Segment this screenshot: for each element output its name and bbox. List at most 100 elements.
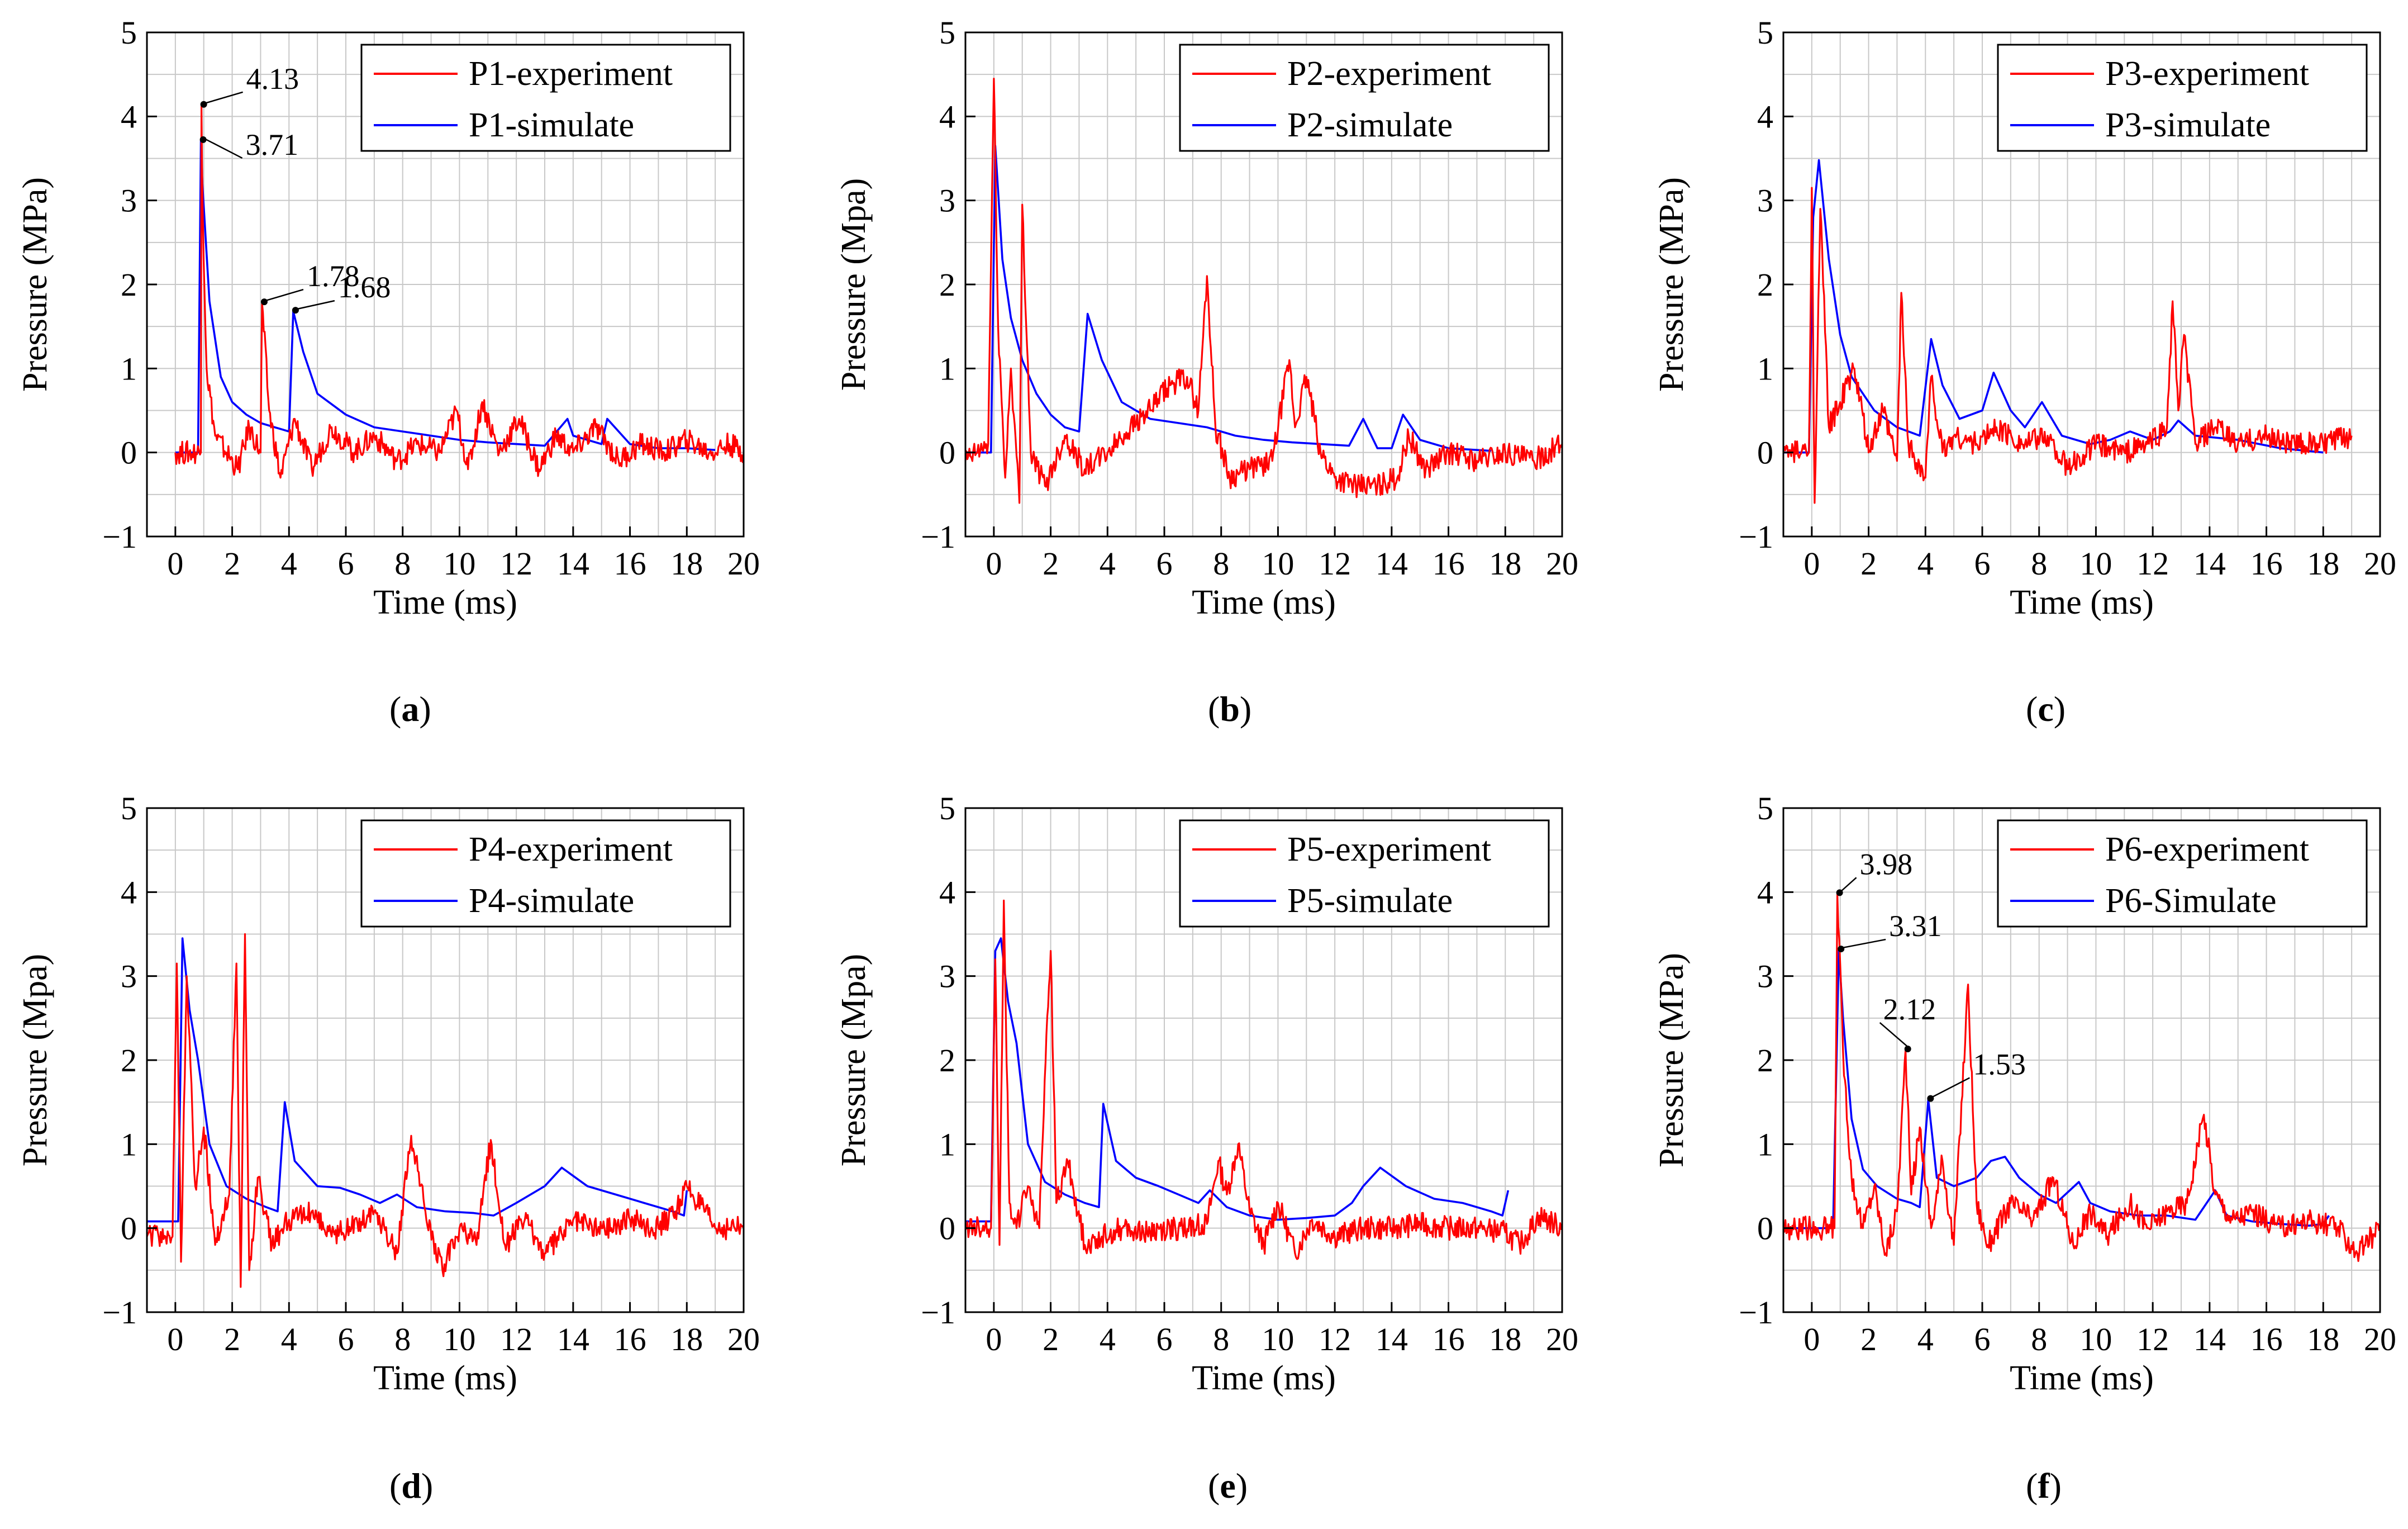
x-tick-label: 4 [1917,545,1934,582]
legend-box [360,44,731,152]
series-group [1783,159,2353,504]
x-tick-label: 18 [670,545,703,582]
x-tick-label: 4 [1917,1321,1934,1357]
x-tick-label: 20 [1546,545,1578,582]
x-tick-label: 6 [1974,1321,1991,1357]
y-tick-label: 5 [121,790,137,827]
legend: P4-experiment P4-simulate [360,819,731,928]
x-axis-title: Time (ms) [373,1359,517,1397]
x-tick-label: 18 [2307,545,2339,582]
x-tick-label: 6 [338,545,354,582]
y-tick-label: 4 [939,874,955,910]
y-tick-label: 5 [121,15,137,51]
annotation-label: 3.71 [246,128,298,162]
x-tick-label: 14 [1376,545,1408,582]
x-tick-label: 12 [500,545,532,582]
y-tick-label: 4 [1757,98,1773,135]
y-tick-label: 4 [1757,874,1773,910]
x-tick-label: 18 [1489,545,1521,582]
y-tick-label: 3 [939,183,955,219]
x-tick-label: 14 [557,545,589,582]
y-tick-label: 0 [1757,1210,1773,1247]
y-axis-title: Pressure (Mpa) [835,954,873,1167]
x-tick-label: 0 [986,1321,1002,1357]
annotation-label: 2.12 [1883,993,1936,1026]
series-line-P3-experiment [1783,187,2353,504]
y-tick-label: 4 [939,98,955,135]
x-tick-label: 18 [2307,1321,2339,1357]
x-tick-label: 20 [727,545,760,582]
y-tick-label: 1 [1757,1126,1773,1162]
y-tick-label: −1 [1739,519,1773,555]
series-line-P5-simulate [965,937,1510,1223]
series-group [147,933,744,1288]
y-tick-label: 0 [939,435,955,471]
panel-label: (b) [1208,689,1251,729]
x-tick-label: 8 [394,1321,411,1357]
x-tick-label: 14 [2193,545,2226,582]
y-axis-title: Pressure (MPa) [1653,177,1691,392]
y-tick-label: 5 [939,790,955,827]
y-axis-title: Pressure (Mpa) [835,178,873,391]
x-tick-label: 2 [224,1321,240,1357]
y-tick-label: 4 [121,874,137,910]
y-tick-label: 2 [121,1042,137,1079]
x-tick-label: 10 [2079,545,2112,582]
legend: P5-experiment P5-simulate [1179,819,1550,928]
y-tick-label: −1 [102,1294,137,1331]
legend-label: P3-simulate [2105,106,2271,144]
x-tick-label: 2 [1860,1321,1877,1357]
x-tick-label: 8 [2031,1321,2047,1357]
y-tick-label: 2 [1757,267,1773,303]
legend: P6-experiment P6-Simulate [1997,819,2368,928]
annotation-label: 1.53 [1973,1048,2026,1081]
legend-box [1997,819,2368,928]
x-tick-label: 20 [1546,1321,1578,1357]
panel-label: (c) [2026,689,2066,729]
y-tick-label: 2 [1757,1042,1773,1079]
y-tick-label: 3 [121,958,137,995]
annotation-arrow [296,300,335,310]
annotation-arrow [204,91,243,104]
y-tick-label: 1 [939,1126,955,1162]
y-tick-label: 5 [1757,15,1773,51]
annotation-arrow [1879,1022,1910,1048]
y-tick-label: −1 [921,1294,955,1331]
annotation-arrowhead [1838,946,1845,953]
x-tick-label: 2 [224,545,240,582]
series-line-P4-experiment [147,933,744,1288]
x-tick-label: 10 [443,1321,475,1357]
y-tick-label: 1 [121,350,137,387]
series-group [965,899,1562,1260]
panel-label: (f) [2026,1466,2062,1506]
legend-box [1179,819,1550,928]
x-tick-label: 4 [281,1321,297,1357]
y-tick-label: 1 [1757,350,1773,387]
legend: P3-experiment P3-simulate [1997,44,2368,152]
annotation-arrow [1931,1077,1970,1098]
x-tick-label: 2 [1043,1321,1059,1357]
legend-box [1179,44,1550,152]
x-tick-label: 6 [338,1321,354,1357]
x-tick-label: 12 [500,1321,532,1357]
x-tick-label: 16 [1433,545,1465,582]
y-tick-label: −1 [1739,1294,1773,1331]
x-tick-label: 6 [1157,1321,1173,1357]
legend-label: P2-experiment [1287,55,1491,93]
annotation-label: 1.78 [307,259,360,293]
legend-label: P6-Simulate [2105,882,2277,920]
legend-label: P4-experiment [469,830,673,868]
x-tick-label: 12 [1319,545,1351,582]
x-tick-label: 6 [1157,545,1173,582]
x-axis-title: Time (ms) [2010,1359,2154,1397]
x-tick-label: 12 [2136,1321,2169,1357]
x-tick-label: 2 [1043,545,1059,582]
x-tick-label: 10 [2079,1321,2112,1357]
y-tick-label: 3 [1757,183,1773,219]
y-axis-title: Pressure (MPa) [1653,953,1691,1167]
y-tick-label: 1 [121,1126,137,1162]
series-line-P3-simulate [1783,159,2324,454]
y-tick-label: 3 [121,183,137,219]
